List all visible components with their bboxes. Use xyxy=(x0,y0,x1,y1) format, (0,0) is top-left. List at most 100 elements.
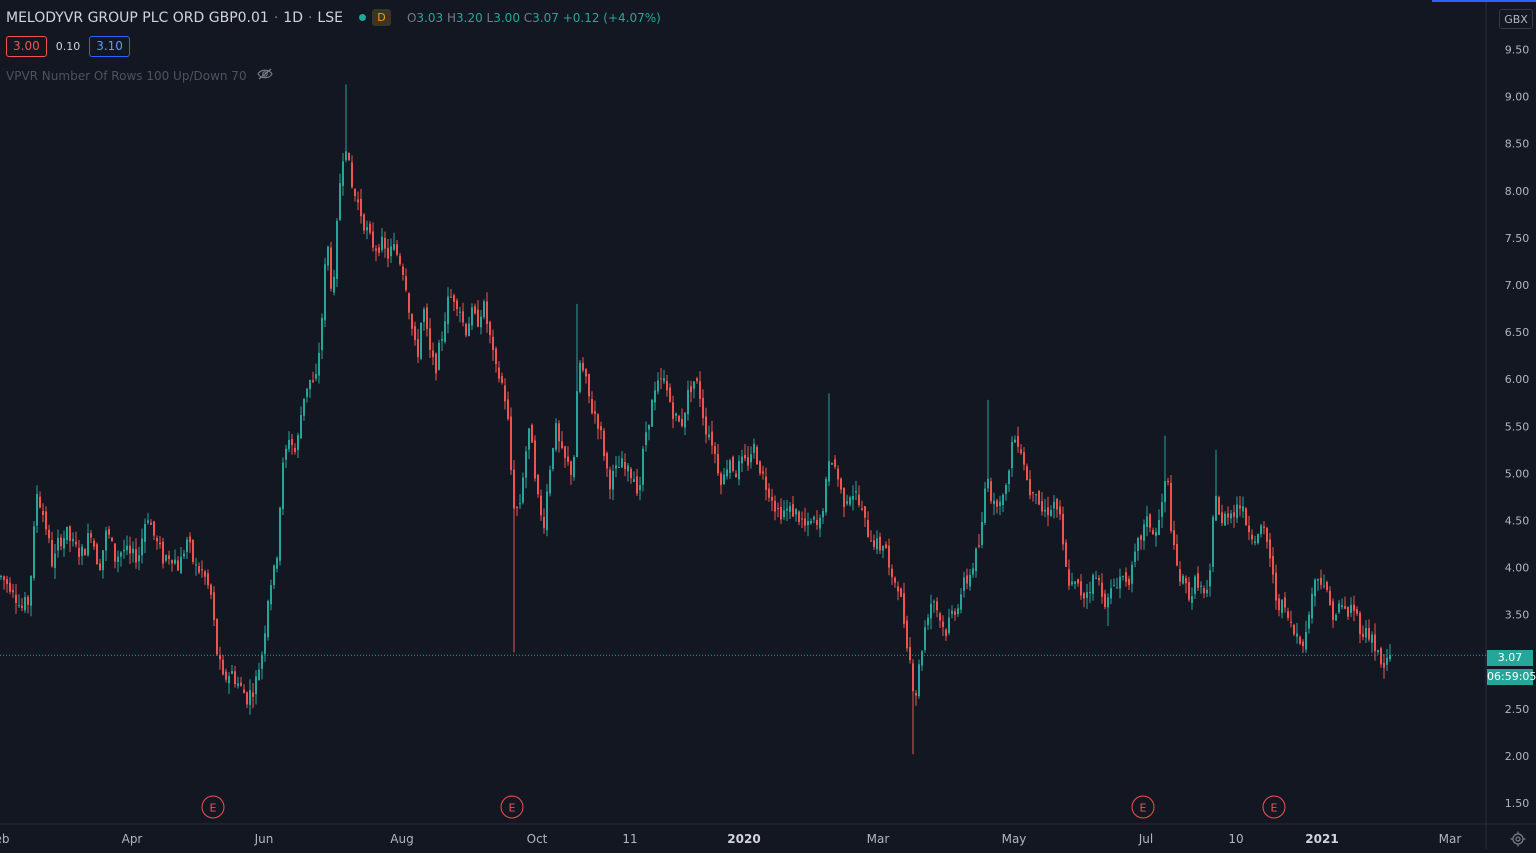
candle-body xyxy=(1140,535,1142,540)
candle-body xyxy=(345,151,347,161)
market-status[interactable]: D xyxy=(358,9,391,26)
candle-body xyxy=(549,469,551,494)
candle-body xyxy=(1020,449,1022,454)
x-tick-label: 2020 xyxy=(727,832,760,846)
candle-body xyxy=(0,575,2,578)
eye-hidden-icon[interactable] xyxy=(256,68,273,83)
candle-body xyxy=(636,476,638,494)
candle-body xyxy=(1002,494,1004,506)
candle-body xyxy=(1149,514,1151,528)
candle-body xyxy=(612,471,614,490)
candle-body xyxy=(1056,499,1058,510)
indicator-legend[interactable]: VPVR Number Of Rows 100 Up/Down 70 xyxy=(6,68,273,83)
candle-body xyxy=(288,439,290,450)
candle-body xyxy=(138,555,140,562)
candle-body xyxy=(312,380,314,383)
candle-body xyxy=(765,476,767,490)
candle-body xyxy=(1122,575,1124,577)
candle-body xyxy=(522,477,524,503)
candle-body xyxy=(1212,517,1214,567)
candle-body xyxy=(1194,576,1196,594)
candle-body xyxy=(1326,582,1328,590)
candle-body xyxy=(141,538,143,556)
candle-body xyxy=(501,375,503,383)
candle-body xyxy=(150,522,152,525)
candle-body xyxy=(39,496,41,508)
y-tick-label: 9.50 xyxy=(1505,44,1530,57)
candle-body xyxy=(1290,621,1292,623)
candle-body xyxy=(1152,530,1154,535)
candle-body xyxy=(93,540,95,547)
symbol-name[interactable]: MELODYVR GROUP PLC ORD GBP0.01 xyxy=(6,9,269,26)
candle-body xyxy=(516,507,518,509)
candle-body xyxy=(324,264,326,321)
candle-body xyxy=(495,348,497,365)
candle-body xyxy=(498,367,500,379)
candle-body xyxy=(474,306,476,314)
candle-body xyxy=(882,545,884,551)
earnings-marker[interactable] xyxy=(201,795,225,819)
last-price-label: 3.07 xyxy=(1487,650,1533,666)
candle-body xyxy=(729,460,731,474)
candle-body xyxy=(870,540,872,542)
ask-price[interactable]: 3.10 xyxy=(89,36,130,57)
data-badge[interactable]: D xyxy=(371,9,391,26)
gear-icon[interactable] xyxy=(1510,831,1526,851)
candle-body xyxy=(102,550,104,571)
candle-body xyxy=(861,508,863,510)
candle-body xyxy=(528,428,530,450)
candle-body xyxy=(1230,513,1232,519)
candle-body xyxy=(747,457,749,466)
candle-body xyxy=(1074,581,1076,584)
candle-body xyxy=(1179,569,1181,582)
interval[interactable]: 1D xyxy=(283,9,303,26)
candle-body xyxy=(588,373,590,397)
x-tick-label: Jul xyxy=(1138,832,1153,846)
y-tick-label: 5.50 xyxy=(1505,420,1530,433)
candle-body xyxy=(654,390,656,403)
close-label: C xyxy=(523,10,533,25)
candle-body xyxy=(204,571,206,577)
candle-body xyxy=(237,683,239,687)
candle-body xyxy=(483,301,485,318)
candle-body xyxy=(1215,495,1217,521)
ohlc-values: O3.03 H3.20 L3.00 C3.07 +0.12 (+4.07%) xyxy=(407,11,661,25)
candle-body xyxy=(738,461,740,480)
candle-body xyxy=(294,447,296,452)
candle-body xyxy=(384,237,386,249)
candle-body xyxy=(579,362,581,392)
open-label: O xyxy=(406,10,417,25)
candle-body xyxy=(258,669,260,681)
candle-body xyxy=(675,413,677,416)
candle-body xyxy=(1032,491,1034,494)
earnings-marker[interactable] xyxy=(1131,795,1155,819)
candle-body xyxy=(1224,513,1226,526)
candle-body xyxy=(1161,502,1163,517)
candle-body xyxy=(9,582,11,592)
candle-body xyxy=(723,474,725,485)
earnings-marker[interactable] xyxy=(1262,795,1286,819)
candle-body xyxy=(270,585,272,605)
candle-body xyxy=(1005,485,1007,494)
candle-body xyxy=(153,521,155,536)
candle-body xyxy=(957,608,959,615)
candle-body xyxy=(1254,541,1256,544)
indicator-title: VPVR Number Of Rows 100 Up/Down 70 xyxy=(6,68,247,83)
candle-body xyxy=(1023,452,1025,465)
candle-body xyxy=(96,544,98,565)
candle-body xyxy=(81,546,83,556)
bid-price[interactable]: 3.00 xyxy=(6,36,47,57)
candle-body xyxy=(1299,636,1301,644)
candle-body xyxy=(1095,577,1097,579)
candle-body xyxy=(624,462,626,469)
candle-body xyxy=(1014,439,1016,443)
candle-body xyxy=(732,456,734,471)
y-tick-label: 6.00 xyxy=(1505,373,1530,386)
currency-button[interactable]: GBX xyxy=(1499,9,1533,29)
candle-body xyxy=(756,446,758,465)
earnings-marker[interactable] xyxy=(500,795,524,819)
candle-body xyxy=(273,565,275,585)
candle-body xyxy=(972,568,974,575)
